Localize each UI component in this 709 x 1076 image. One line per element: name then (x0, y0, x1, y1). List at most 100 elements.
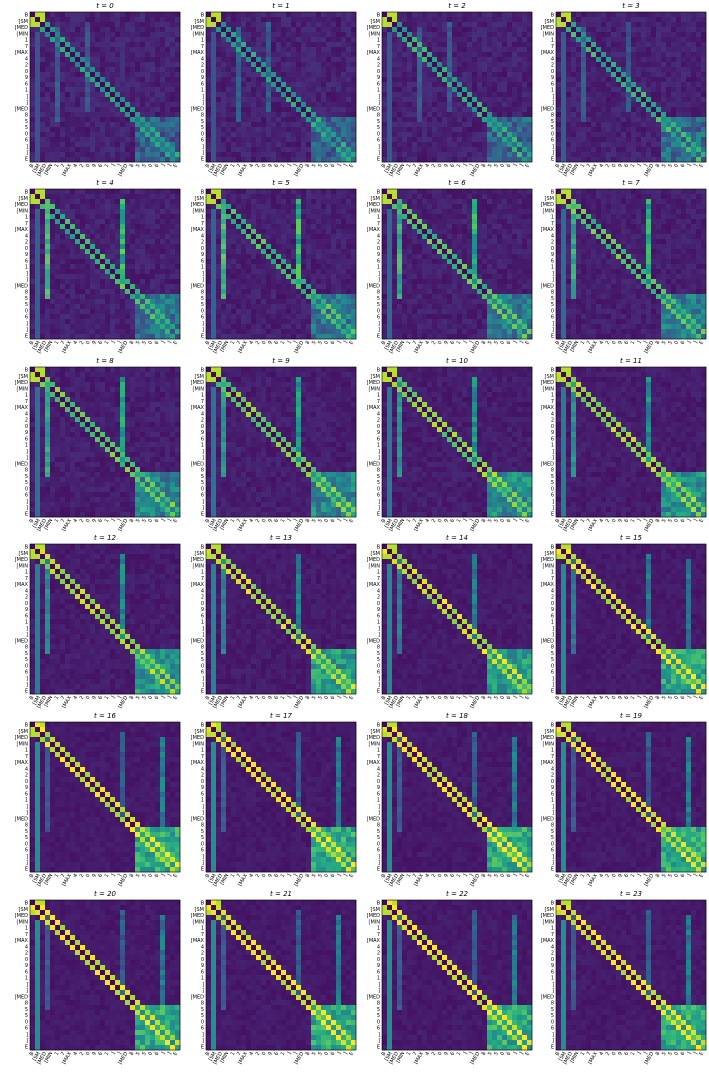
heatmap-cell (487, 67, 492, 72)
heatmap-cell (676, 132, 681, 137)
heatmap-cell (512, 82, 517, 87)
heatmap-cell (402, 57, 407, 62)
heatmap-cell (616, 127, 621, 132)
heatmap-cell (80, 42, 85, 47)
heatmap-cell (175, 274, 180, 279)
heatmap-cell (316, 32, 321, 37)
heatmap-cell (135, 334, 140, 339)
heatmap-cell (301, 97, 306, 102)
heatmap-cell (221, 92, 226, 97)
heatmap-cell (251, 224, 256, 229)
heatmap-cell (125, 152, 130, 157)
heatmap-cell (160, 309, 165, 314)
heatmap-cell (681, 37, 686, 42)
heatmap-cell (412, 42, 417, 47)
heatmap-cell (216, 62, 221, 67)
heatmap-cell (221, 22, 226, 27)
heatmap-cell (346, 57, 351, 62)
heatmap-cell (115, 254, 120, 259)
heatmap-cell (276, 67, 281, 72)
heatmap-cell (150, 209, 155, 214)
heatmap-cell (517, 142, 522, 147)
heatmap-cell (155, 314, 160, 319)
heatmap-cell (402, 102, 407, 107)
heatmap-cell (75, 204, 80, 209)
heatmap-cell (576, 32, 581, 37)
heatmap-cell (125, 299, 130, 304)
heatmap-cell (301, 219, 306, 224)
heatmap-cell (286, 42, 291, 47)
heatmap-cell (487, 12, 492, 17)
heatmap-cell (472, 137, 477, 142)
heatmap-cell (487, 137, 492, 142)
heatmap-cell (412, 57, 417, 62)
heatmap-cell (462, 62, 467, 67)
heatmap-cell (291, 47, 296, 52)
heatmap-cell (666, 52, 671, 57)
heatmap-cell (586, 157, 591, 162)
heatmap-cell (387, 142, 392, 147)
heatmap-cell (397, 142, 402, 147)
heatmap-cell (502, 22, 507, 27)
heatmap-cell (696, 62, 701, 67)
heatmap-cell (686, 157, 691, 162)
heatmap-cell (596, 137, 601, 142)
heatmap-cell (701, 17, 706, 22)
heatmap-cell (160, 127, 165, 132)
heatmap-cell (50, 77, 55, 82)
heatmap-cell (656, 27, 661, 32)
heatmap-cell (60, 319, 65, 324)
heatmap-cell (477, 127, 482, 132)
heatmap-cell (40, 189, 45, 194)
heatmap-cell (160, 27, 165, 32)
heatmap-cell (271, 219, 276, 224)
heatmap-cell (206, 157, 211, 162)
heatmap-cell (601, 122, 606, 127)
heatmap-cell (175, 259, 180, 264)
heatmap-cell (55, 57, 60, 62)
heatmap-cell (641, 157, 646, 162)
heatmap-cell (301, 112, 306, 117)
heatmap-cell (336, 157, 341, 162)
heatmap-cell (616, 52, 621, 57)
heatmap-cell (231, 142, 236, 147)
heatmap-cell (331, 127, 336, 132)
heatmap-cell (85, 274, 90, 279)
heatmap-cell (211, 127, 216, 132)
heatmap-cell (271, 67, 276, 72)
heatmap-cell (447, 122, 452, 127)
heatmap-cell (527, 37, 532, 42)
heatmap-cell (175, 304, 180, 309)
heatmap-cell (392, 32, 397, 37)
heatmap-cell (512, 152, 517, 157)
heatmap-cell (296, 204, 301, 209)
heatmap-cell (95, 309, 100, 314)
heatmap-cell (135, 17, 140, 22)
heatmap-cell (60, 132, 65, 137)
heatmap-cell (115, 137, 120, 142)
heatmap-cell (701, 117, 706, 122)
heatmap-cell (95, 132, 100, 137)
heatmap-cell (611, 117, 616, 122)
heatmap-cell (271, 72, 276, 77)
heatmap-cell (646, 102, 651, 107)
y-tick-label: 8 (25, 290, 28, 296)
heatmap-cell (95, 274, 100, 279)
heatmap-cell (651, 107, 656, 112)
heatmap-cell (50, 209, 55, 214)
heatmap-cell (221, 107, 226, 112)
x-tick-label: E (172, 340, 179, 346)
heatmap-cell (512, 27, 517, 32)
heatmap-cell (641, 17, 646, 22)
heatmap-cell (447, 72, 452, 77)
heatmap-cell (261, 137, 266, 142)
heatmap-cell (346, 62, 351, 67)
heatmap-cell (571, 97, 576, 102)
heatmap-cell (616, 57, 621, 62)
heatmap-cell (576, 112, 581, 117)
heatmap-cell (472, 152, 477, 157)
heatmap-cell (306, 157, 311, 162)
heatmap-cell (160, 72, 165, 77)
heatmap-cell (492, 67, 497, 72)
heatmap-cell (311, 112, 316, 117)
